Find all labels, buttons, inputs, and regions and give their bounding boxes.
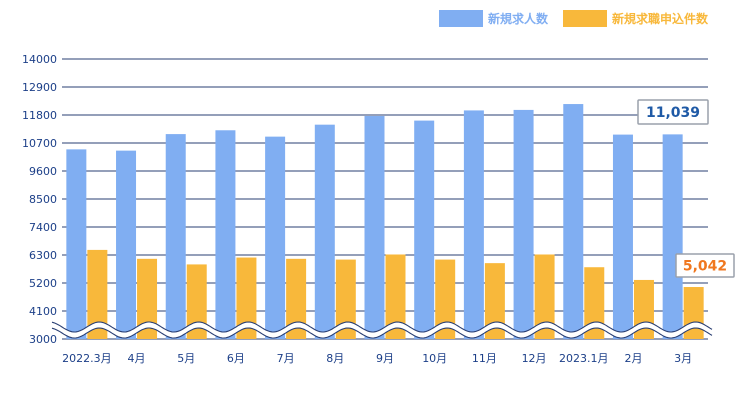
y-tick-label: 12900 [22, 81, 57, 94]
bar-applications-8 [484, 263, 505, 339]
x-tick-label: 3月 [674, 352, 692, 365]
axis-break-line-upper [51, 321, 713, 333]
bar-job-openings-11 [612, 134, 633, 339]
axis-break-line-lower [51, 327, 713, 339]
bar-job-openings-10 [563, 104, 584, 340]
bar-job-openings-12 [662, 134, 683, 339]
x-tick-labels: 2022.3月 4月 5月 6月 7月 8月 9月 10月 11月 12月 2023.1月 2月 3月 [62, 352, 692, 365]
x-tick-label: 2月 [624, 352, 642, 365]
y-tick-label: 3000 [29, 333, 57, 346]
x-tick-label: 5月 [177, 352, 195, 365]
bar-job-openings-5 [314, 124, 335, 339]
y-tick-label: 14000 [22, 53, 57, 66]
x-tick-label: 2022.3月 [62, 352, 112, 365]
bar-applications-7 [435, 259, 456, 339]
y-tick-label: 11800 [22, 109, 57, 122]
x-tick-label: 2023.1月 [559, 352, 609, 365]
x-tick-label: 7月 [277, 352, 295, 365]
callout-box-0 [637, 99, 709, 125]
bar-applications-10 [584, 267, 605, 339]
y-tick-label: 6300 [29, 249, 57, 262]
bar-applications-2 [186, 264, 207, 339]
callouts: 11,039 5,042 [637, 99, 735, 278]
legend-swatch-1 [563, 10, 607, 27]
bar-job-openings-3 [215, 130, 236, 339]
callout-box-1 [675, 253, 735, 278]
bar-job-openings-6 [364, 116, 385, 339]
legend: 新規求人数 新規求職申込件数 [439, 10, 709, 27]
callout-value-1: 5,042 [683, 259, 727, 275]
bar-job-openings-4 [265, 136, 286, 339]
y-tick-labels: 3000 4100 5200 6300 7400 8500 9600 10700 11800 12… [22, 53, 57, 346]
y-tick-label: 8500 [29, 193, 57, 206]
bar-applications-4 [286, 258, 307, 339]
x-tick-label: 9月 [376, 352, 394, 365]
y-tick-label: 9600 [29, 165, 57, 178]
axis-break-band [52, 322, 712, 338]
callout-value-0: 11,039 [646, 105, 700, 121]
x-tick-label: 10月 [422, 352, 447, 365]
bar-applications-1 [137, 258, 158, 339]
axis-break [51, 321, 713, 339]
bar-applications-0 [87, 249, 108, 339]
bar-job-openings-8 [463, 110, 484, 339]
bar-job-openings-1 [116, 150, 137, 339]
y-tick-label: 10700 [22, 137, 57, 150]
bar-job-openings-0 [66, 149, 87, 339]
x-tick-label: 12月 [522, 352, 547, 365]
bar-job-openings-2 [165, 134, 186, 339]
x-tick-label: 8月 [326, 352, 344, 365]
bar-applications-5 [335, 259, 356, 339]
bar-applications-6 [385, 254, 406, 339]
y-tick-label: 4100 [29, 305, 57, 318]
gridlines [62, 58, 708, 340]
bar-job-openings-7 [414, 120, 435, 339]
bar-applications-9 [534, 254, 555, 339]
y-tick-label: 5200 [29, 277, 57, 290]
x-tick-label: 4月 [128, 352, 146, 365]
bars [66, 104, 704, 340]
bar-applications-3 [236, 257, 257, 339]
x-tick-label: 6月 [227, 352, 245, 365]
x-tick-label: 11月 [472, 352, 497, 365]
y-tick-label: 7400 [29, 221, 57, 234]
legend-label-1: 新規求職申込件数 [612, 11, 709, 26]
legend-label-0: 新規求人数 [488, 11, 549, 26]
bar-job-openings-9 [513, 109, 534, 339]
legend-swatch-0 [439, 10, 483, 27]
